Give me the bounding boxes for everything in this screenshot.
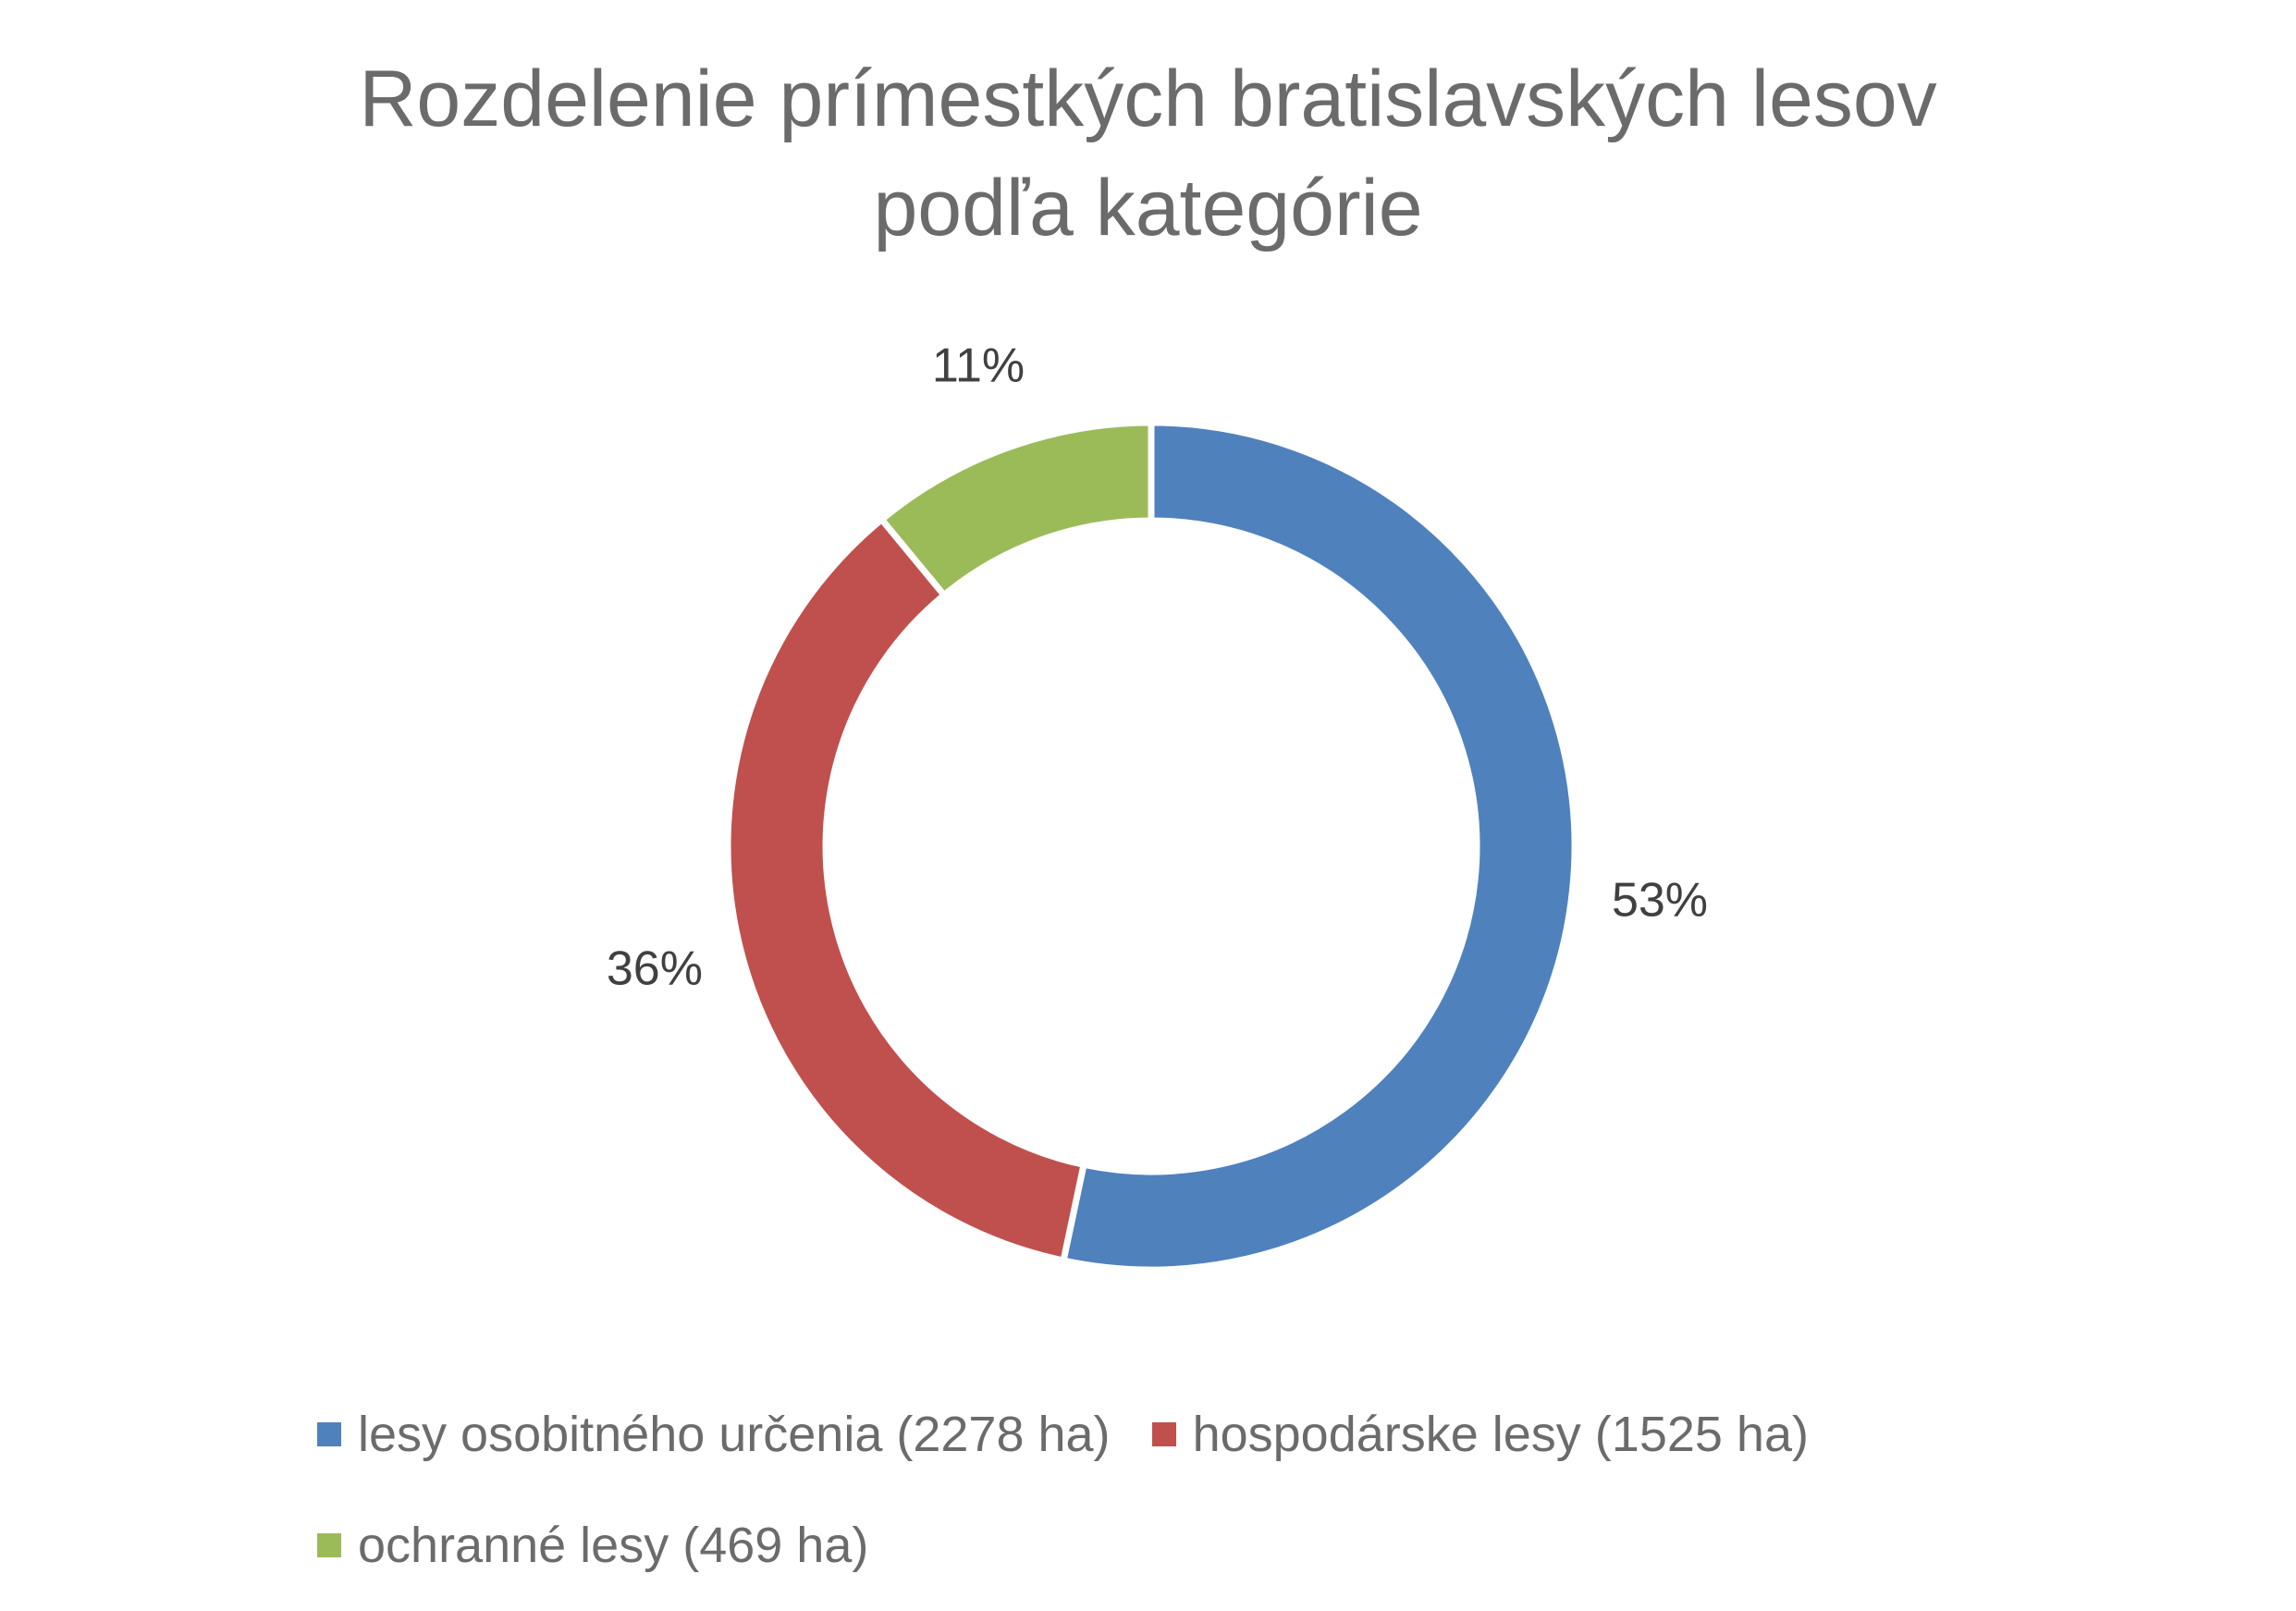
legend-label-hospodarske: hospodárske lesy (1525 ha) (1192, 1407, 1809, 1462)
legend-label-ochranne: ochranné lesy (469 ha) (358, 1518, 869, 1573)
legend-row: ochranné lesy (469 ha) (317, 1512, 896, 1574)
legend-swatch-osobitne (317, 1422, 341, 1446)
data-label-osobitne: 53% (1612, 874, 1708, 928)
data-label-hospodarske: 36% (607, 942, 703, 996)
legend-item-hospodarske: hospodárske lesy (1525 ha) (1151, 1406, 1809, 1463)
legend-row: lesy osobitného určenia (2278 ha) hospod… (317, 1401, 1836, 1463)
chart-title: Rozdelenie prímestkých bratislavských le… (0, 44, 2296, 263)
data-label-ochranne: 11% (932, 339, 1025, 393)
legend-label-osobitne: lesy osobitného určenia (2278 ha) (358, 1407, 1111, 1462)
donut-slice-osobitne (1059, 419, 1578, 1273)
donut-slice-ochranne (877, 419, 1155, 600)
chart-title-line-2: podľa kategórie (873, 164, 1423, 252)
chart-title-line-1: Rozdelenie prímestkých bratislavských le… (359, 55, 1937, 143)
legend-swatch-ochranne (317, 1533, 341, 1557)
donut-slice-hospodarske (724, 514, 1088, 1265)
legend-item-osobitne: lesy osobitného určenia (2278 ha) (317, 1406, 1111, 1463)
legend-swatch-hospodarske (1151, 1422, 1176, 1446)
legend-item-ochranne: ochranné lesy (469 ha) (317, 1517, 868, 1574)
